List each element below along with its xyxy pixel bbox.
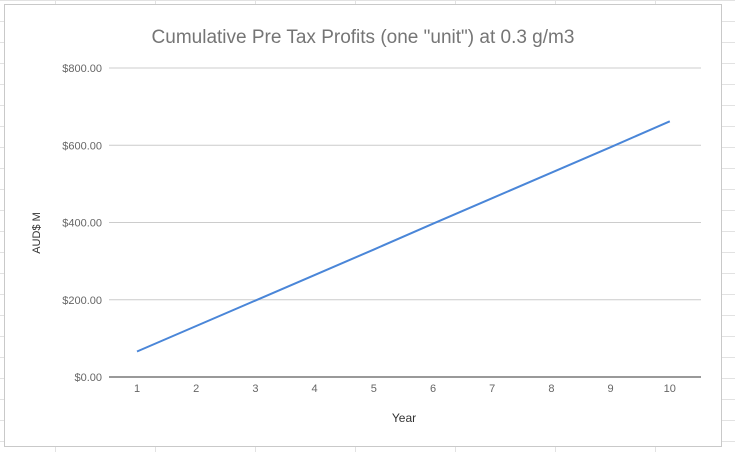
x-axis-label: Year: [392, 411, 416, 425]
x-tick-label: 4: [312, 383, 318, 395]
x-tick-label: 6: [430, 383, 436, 395]
x-tick-label: 3: [252, 383, 258, 395]
chart-title: Cumulative Pre Tax Profits (one "unit") …: [152, 27, 575, 48]
x-tick-label: 8: [548, 383, 554, 395]
x-tick-label: 5: [371, 383, 377, 395]
y-tick-label: $200.00: [62, 295, 102, 307]
data-point: [490, 196, 494, 200]
data-point: [313, 273, 317, 277]
x-tick-label: 10: [664, 383, 676, 395]
x-tick-label: 7: [489, 383, 495, 395]
y-tick-label: $400.00: [62, 218, 102, 230]
x-tick-label: 1: [134, 383, 140, 395]
data-point: [549, 171, 553, 175]
chart-container[interactable]: Cumulative Pre Tax Profits (one "unit") …: [4, 4, 722, 447]
data-point: [253, 299, 257, 303]
y-tick-label: $600.00: [62, 140, 102, 152]
y-axis-label: AUD$ M: [31, 212, 43, 254]
data-point: [668, 119, 672, 123]
data-point: [609, 145, 613, 149]
data-point: [135, 350, 139, 354]
y-tick-label: $0.00: [74, 372, 102, 384]
line-chart: Cumulative Pre Tax Profits (one "unit") …: [31, 27, 701, 425]
data-point: [194, 324, 198, 328]
data-point: [372, 248, 376, 252]
gridlines: [109, 67, 701, 301]
y-tick-label: $800.00: [62, 63, 102, 75]
series-line: [136, 120, 671, 353]
x-tick-label: 2: [193, 383, 199, 395]
series-layer: [135, 119, 672, 354]
x-tick-label: 9: [608, 383, 614, 395]
y-axis-ticks: $0.00 $200.00 $400.00 $600.00 $800.00: [62, 63, 102, 384]
x-axis-ticks: 1 2 3 4 5 6 7 8 9 10: [134, 383, 676, 395]
data-point: [431, 222, 435, 226]
